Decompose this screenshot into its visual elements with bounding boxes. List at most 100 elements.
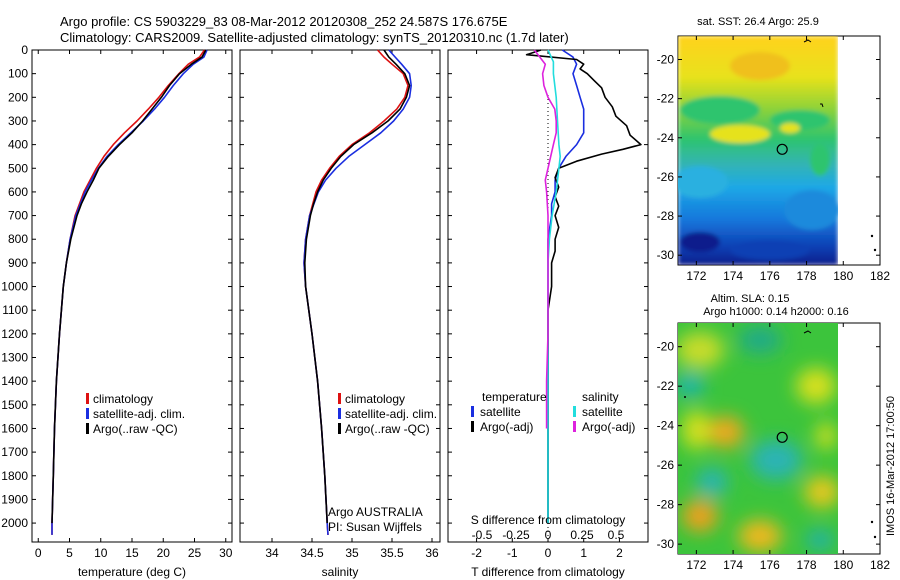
depth-tick-label: 900 [8,256,28,270]
depth-tick-label: 1100 [2,303,28,317]
figure-title-line1: Argo profile: CS 5903229_83 08-Mar-2012 … [60,14,508,29]
salinity-lines [303,49,413,535]
temperature-x-axis: 0 5 10 15 20 25 30 [35,50,233,560]
depth-tick-label: 1700 [1,445,28,459]
depth-tick-label: 1500 [1,398,28,412]
lon-tick-label: 182 [870,269,890,283]
depth-tick-label: 1900 [1,492,28,506]
legend-label-temp-argo: Argo(-adj) [480,420,533,434]
legend-swatch-satellite [86,408,89,419]
legend-header-temperature: temperature [482,390,547,404]
sst-blob [678,166,728,198]
depth-tick-label: 0 [21,43,28,57]
depth-tick-label: 200 [8,90,28,104]
sla-blob [708,416,744,448]
sst-blob [680,96,760,124]
legend-swatch-climatology [338,393,341,404]
lat-tick-label: -20 [657,52,675,66]
x-tick-label: 35.5 [380,546,404,560]
x-tick-label: 10 [94,546,108,560]
x-tick-label: -2 [471,546,482,560]
sla-blob [816,422,836,450]
x-tick-label: 5 [66,546,73,560]
legend-swatch-argo [338,423,341,434]
sst-coast-fragments [803,39,877,252]
lat-tick-label: -30 [657,248,675,262]
depth-tick-label: 1300 [1,351,28,365]
sla-blob [796,368,836,404]
salinity-x-axis: 34 34.5 35 35.5 36 [265,50,439,560]
lon-tick-label: 178 [797,269,817,283]
sst-lat-axis: -20 -22 -24 -26 -28 -30 [657,52,880,262]
temperature-panel: 0100200300400500600700800900100011001200… [1,43,232,579]
s-diff-tick-label: 0 [545,528,552,542]
sst-lon-axis: 172 174 176 178 180 182 [686,36,890,283]
salinity-legend: climatology satellite-adj. clim. Argo(..… [338,392,437,436]
sst-blob [780,123,800,133]
legend-swatch-sal-argo [573,421,576,432]
legend-swatch-sal-satellite [573,406,576,417]
sla-blob [738,520,782,552]
sst-map-title: sat. SST: 26.4 Argo: 25.9 [697,16,819,28]
argo-float-position-marker [776,143,788,155]
difference-xlabel: T difference from climatology [471,565,625,579]
x-tick-label: 36 [425,546,439,560]
lat-tick-label: -24 [657,131,675,145]
lat-tick-label: -28 [657,498,675,512]
sla-blob [678,373,704,397]
legend-swatch-satellite [338,408,341,419]
sst-blob [730,240,810,260]
sst-blob [770,110,830,130]
salinity-annotation-program: Argo AUSTRALIA [328,505,423,519]
s-diff-tick-label: 0.5 [608,528,625,542]
salinity-annotation-pi: PI: Susan Wijffels [328,520,422,534]
legend-label-satellite: satellite-adj. clim. [93,407,185,421]
depth-tick-label: 1000 [1,280,28,294]
x-tick-label: 2 [616,546,623,560]
lat-tick-label: -30 [657,537,675,551]
lon-tick-label: 182 [870,558,890,572]
x-tick-label: 34 [265,546,279,560]
lon-tick-label: 174 [723,558,743,572]
depth-tick-label: 1200 [1,327,28,341]
sla-map-title-line1: Altim. SLA: 0.15 [711,293,790,305]
lon-tick-label: 176 [760,269,780,283]
legend-label-sal-argo: Argo(-adj) [582,420,635,434]
sla-blob [678,332,724,368]
legend-label-temp-satellite: satellite [480,405,521,419]
x-tick-label: -1 [507,546,518,560]
difference-legend: temperature salinity satellite Argo(-adj… [471,390,635,434]
temperature-lines [51,49,208,535]
salinity-xlabel: salinity [322,565,359,579]
salinity-y-ticks [240,49,440,524]
x-tick-label: 30 [219,546,233,560]
difference-y-ticks [448,49,648,524]
sla-blob [738,326,782,354]
figure-title-line2: Climatology: CARS2009. Satellite-adjuste… [60,30,569,45]
lon-tick-label: 174 [723,269,743,283]
s-diff-tick-label: -0.25 [502,528,530,542]
x-tick-label: 15 [125,546,139,560]
x-tick-label: 35 [345,546,359,560]
lon-tick-label: 172 [686,269,706,283]
s-diff-tick-label: -0.5 [472,528,493,542]
lon-tick-label: 176 [760,558,780,572]
series-line-argo-raw-qc- [51,49,207,524]
sla-map-title-line2: Argo h1000: 0.14 h2000: 0.16 [703,306,849,318]
sst-field [678,36,838,265]
sla-blob [682,410,710,450]
sst-blob [784,190,838,230]
depth-tick-label: 500 [8,161,28,175]
sla-field [678,326,838,552]
depth-tick-label: 100 [8,67,28,81]
depth-axis: 0 100 200 300 400 500 600 700 800 900 1000 1100 1200… [1,43,232,530]
depth-tick-label: 1400 [1,374,28,388]
s-diff-tick-label: 0.25 [570,528,594,542]
salinity-panel: 34 34.5 35 35.5 36 salinity climatology sate… [239,49,441,579]
depth-tick-label: 300 [8,114,28,128]
lat-tick-label: -22 [657,379,675,393]
sla-lat-axis: -20 -22 -24 -26 -28 -30 [657,340,880,551]
legend-label-argo: Argo(..raw -QC) [93,422,178,436]
lon-tick-label: 178 [797,558,817,572]
